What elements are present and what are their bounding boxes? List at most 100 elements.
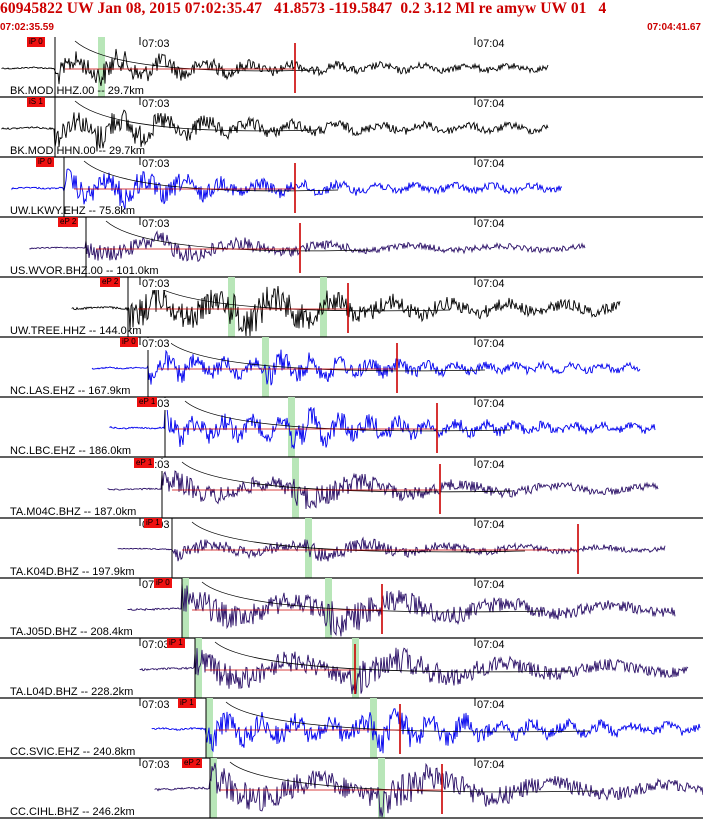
waveform-trace bbox=[109, 406, 656, 449]
station-channel-label: NC.LBC.EHZ -- 186.0km bbox=[10, 445, 132, 457]
amplitude-curve bbox=[184, 400, 511, 432]
station-channel-label: NC.LAS.EHZ -- 167.9km bbox=[10, 385, 131, 397]
amplitude-curve bbox=[225, 701, 591, 733]
trace-panel[interactable]: 07:03 07:04 eP 1 TA.M04C.BHZ -- 187.0km bbox=[0, 458, 703, 519]
phase-window bbox=[288, 397, 295, 457]
amplitude-curve bbox=[201, 581, 546, 613]
waveform-trace bbox=[1, 109, 549, 152]
waveform-trace bbox=[154, 762, 703, 818]
trace-canvas bbox=[0, 277, 703, 338]
time-tick-label: 07:04 bbox=[476, 98, 506, 110]
waveform-trace bbox=[91, 349, 641, 386]
waveform-trace bbox=[29, 230, 586, 263]
trace-panel[interactable]: 07:03 07:04 iP 1 TA.L04D.BHZ -- 228.2km bbox=[0, 638, 703, 699]
phase-window bbox=[98, 37, 105, 97]
time-tick-label: 07:03 bbox=[141, 338, 171, 350]
trace-panel[interactable]: 07:03 07:04 eP 2 UW.TREE.HHZ -- 144.0km bbox=[0, 277, 703, 338]
station-channel-label: UW.TREE.HHZ -- 144.0km bbox=[10, 325, 142, 337]
amplitude-curve bbox=[229, 761, 599, 793]
station-channel-label: TA.J05D.BHZ -- 208.4km bbox=[10, 626, 133, 638]
phase-window bbox=[210, 758, 217, 818]
time-tick-label: 07:04 bbox=[476, 639, 506, 651]
phase-pick-flag[interactable]: iP 1 bbox=[178, 698, 196, 708]
trace-canvas bbox=[0, 397, 703, 458]
time-tick-label: 07:04 bbox=[476, 699, 506, 711]
trace-panel[interactable]: 07:03 07:04 eP 2 US.WVOR.BHZ.00 -- 101.0km bbox=[0, 217, 703, 278]
phase-pick-flag[interactable]: iP 0 bbox=[27, 37, 45, 47]
time-tick-label: 07:03 bbox=[141, 699, 171, 711]
station-channel-label: CC.CIHL.BHZ -- 246.2km bbox=[10, 806, 135, 818]
amplitude-curve bbox=[105, 220, 371, 252]
time-tick-label: 07:03 bbox=[141, 759, 171, 771]
trace-canvas bbox=[0, 638, 703, 699]
seismogram-stack[interactable]: 07:03 07:04 iP 0 BK.MOD.HHZ.00 -- 29.7km 07:… bbox=[0, 37, 703, 819]
amplitude-curve bbox=[147, 280, 451, 312]
station-channel-label: CC.SVIC.EHZ -- 240.8km bbox=[10, 746, 136, 758]
window-end-time: 07:04:41.67 bbox=[647, 22, 701, 33]
station-channel-label: TA.L04D.BHZ -- 228.2km bbox=[10, 686, 134, 698]
station-channel-label: US.WVOR.BHZ.00 -- 101.0km bbox=[10, 265, 159, 277]
phase-window bbox=[206, 698, 213, 758]
trace-canvas bbox=[0, 97, 703, 158]
time-tick-label: 07:03 bbox=[141, 639, 171, 651]
phase-pick-flag[interactable]: iP 1 bbox=[144, 518, 162, 528]
phase-pick-flag[interactable]: eP 1 bbox=[137, 397, 158, 407]
phase-window bbox=[228, 277, 235, 337]
trace-canvas bbox=[0, 578, 703, 639]
phase-pick-flag[interactable]: iP 0 bbox=[120, 337, 138, 347]
phase-pick-flag[interactable]: eP 1 bbox=[134, 458, 155, 468]
waveform-trace bbox=[11, 168, 563, 210]
station-channel-label: TA.M04C.BHZ -- 187.0km bbox=[10, 506, 137, 518]
waveform-trace bbox=[151, 708, 701, 754]
station-channel-label: BK.MOD.HHZ.00 -- 29.7km bbox=[10, 85, 144, 97]
event-header: 60945822 UW Jan 08, 2015 07:02:35.47 41.… bbox=[0, 0, 703, 37]
trace-canvas bbox=[0, 157, 703, 218]
time-tick-label: 07:04 bbox=[476, 759, 506, 771]
amplitude-curve bbox=[74, 40, 321, 72]
phase-pick-flag[interactable]: eP 2 bbox=[182, 758, 203, 768]
waveform-trace bbox=[127, 582, 676, 637]
time-tick-label: 07:03 bbox=[141, 158, 171, 170]
time-tick-label: 07:04 bbox=[476, 519, 506, 531]
trace-panel[interactable]: 07:03 07:04 iP 1 CC.SVIC.EHZ -- 240.8km bbox=[0, 698, 703, 759]
trace-canvas bbox=[0, 698, 703, 759]
time-tick-label: 07:04 bbox=[476, 218, 506, 230]
amplitude-curve bbox=[214, 641, 573, 673]
window-start-time: 07:02:35.59 bbox=[0, 22, 54, 33]
phase-pick-flag[interactable]: iS 1 bbox=[27, 97, 45, 107]
event-summary-title: 60945822 UW Jan 08, 2015 07:02:35.47 41.… bbox=[0, 0, 607, 17]
trace-panel[interactable]: 07:03 07:04 iP 0 UW.LKWY.EHZ -- 75.8km bbox=[0, 157, 703, 218]
phase-pick-flag[interactable]: iP 1 bbox=[167, 638, 185, 648]
phase-pick-flag[interactable]: eP 2 bbox=[100, 277, 121, 287]
trace-canvas bbox=[0, 518, 703, 579]
trace-panel[interactable]: 07:03 07:04 iP 0 BK.MOD.HHZ.00 -- 29.7km bbox=[0, 37, 703, 98]
trace-canvas bbox=[0, 37, 703, 98]
time-tick-label: 07:04 bbox=[476, 398, 506, 410]
time-tick-label: 07:04 bbox=[476, 579, 506, 591]
time-tick-label: 07:04 bbox=[476, 158, 506, 170]
trace-panel[interactable]: 07:03 07:04 iS 1 BK.MOD.HHN.00 -- 29.7km bbox=[0, 97, 703, 158]
station-channel-label: TA.K04D.BHZ -- 197.9km bbox=[10, 566, 135, 578]
trace-panel[interactable]: 07:03 07:04 eP 2 CC.CIHL.BHZ -- 246.2km bbox=[0, 758, 703, 819]
station-channel-label: BK.MOD.HHN.00 -- 29.7km bbox=[10, 145, 146, 157]
waveform-trace bbox=[117, 536, 666, 562]
time-tick-label: 07:04 bbox=[476, 338, 506, 350]
time-tick-label: 07:03 bbox=[141, 218, 171, 230]
amplitude-curve bbox=[167, 340, 486, 372]
phase-pick-flag[interactable]: iP 0 bbox=[36, 157, 54, 167]
time-tick-label: 07:03 bbox=[141, 98, 171, 110]
waveform-trace bbox=[71, 283, 621, 337]
phase-pick-flag[interactable]: eP 2 bbox=[58, 217, 79, 227]
time-tick-label: 07:04 bbox=[476, 459, 506, 471]
time-tick-label: 07:04 bbox=[476, 278, 506, 290]
trace-canvas bbox=[0, 337, 703, 398]
amplitude-curve bbox=[83, 160, 339, 192]
phase-pick-flag[interactable]: iP 0 bbox=[154, 578, 172, 588]
amplitude-curve bbox=[191, 521, 526, 553]
phase-window bbox=[378, 758, 385, 818]
time-tick-label: 07:03 bbox=[141, 38, 171, 50]
trace-panel[interactable]: 07:03 07:04 iP 0 NC.LAS.EHZ -- 167.9km bbox=[0, 337, 703, 398]
